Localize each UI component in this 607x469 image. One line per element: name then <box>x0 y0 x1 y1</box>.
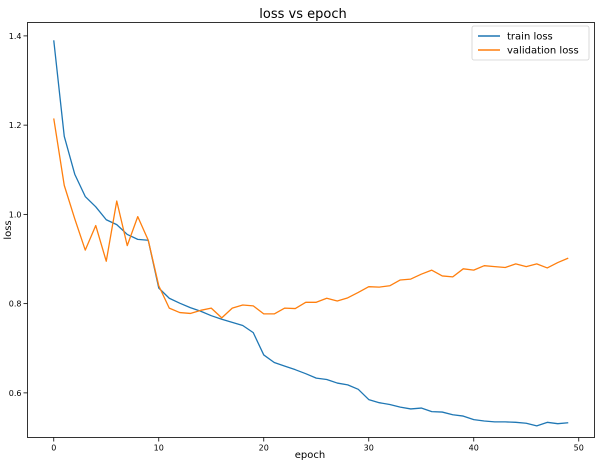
legend-label: validation loss <box>507 46 579 57</box>
series-lines <box>53 40 569 427</box>
x-axis-label: epoch <box>295 450 325 461</box>
y-tick-label: 1.0 <box>9 210 22 219</box>
legend-box <box>471 25 590 61</box>
x-tick-label: 50 <box>574 444 584 453</box>
legend: train loss validation loss <box>471 25 590 61</box>
legend-label: train loss <box>507 32 553 43</box>
plot-area-frame <box>27 22 595 438</box>
y-axis-ticks: 0.6 0.8 1.0 1.2 1.4 <box>9 32 28 398</box>
x-tick-label: 10 <box>154 444 164 453</box>
x-axis-ticks: 0 10 20 30 40 50 <box>51 437 584 453</box>
x-tick-label: 20 <box>259 444 269 453</box>
y-tick-label: 1.4 <box>9 32 22 41</box>
y-axis-label: loss <box>3 220 14 239</box>
x-tick-label: 30 <box>364 444 374 453</box>
y-tick-label: 0.6 <box>9 389 22 398</box>
chart-title: loss vs epoch <box>259 7 346 22</box>
train-loss-line <box>53 40 569 427</box>
x-tick-label: 40 <box>469 444 479 453</box>
x-tick-label: 0 <box>51 444 56 453</box>
validation-loss-line <box>53 118 569 319</box>
y-tick-label: 1.2 <box>9 121 22 130</box>
y-tick-label: 0.8 <box>9 300 22 309</box>
